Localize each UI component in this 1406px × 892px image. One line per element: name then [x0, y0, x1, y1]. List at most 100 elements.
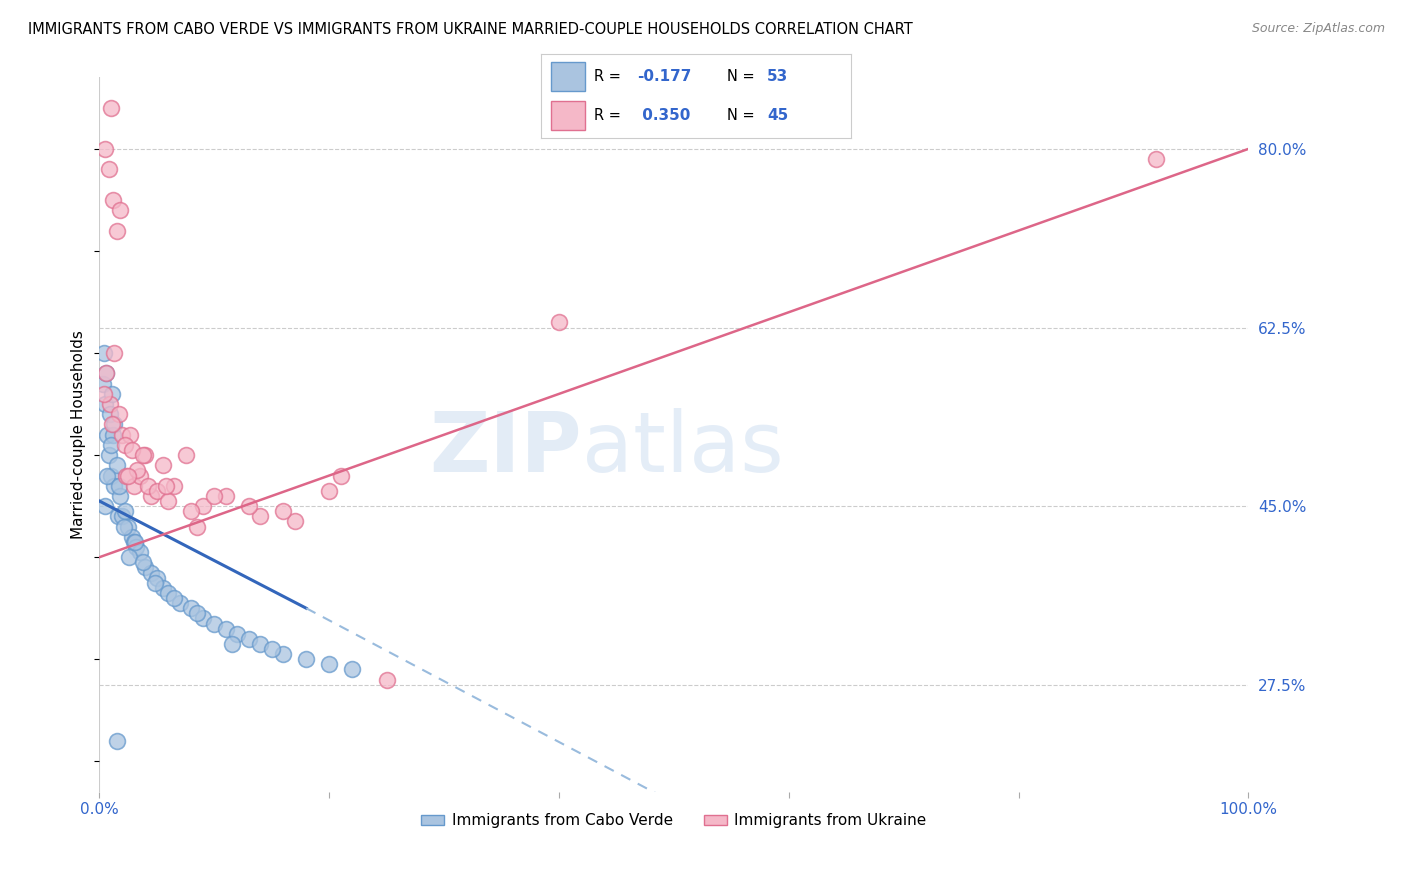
Text: -0.177: -0.177: [637, 69, 692, 84]
Point: [100, 438, 122, 452]
Text: ZIP: ZIP: [429, 409, 582, 490]
Point: [342, 663, 364, 677]
Point: [114, 438, 136, 452]
Point: [226, 626, 249, 640]
Text: 0.350: 0.350: [637, 108, 690, 123]
Point: [136, 479, 159, 493]
Bar: [551, 101, 585, 130]
Point: [125, 540, 148, 554]
Text: R =: R =: [593, 69, 626, 84]
Point: [103, 479, 125, 493]
Point: [103, 193, 125, 207]
Point: [98, 397, 121, 411]
Point: [91, 376, 114, 391]
Text: R =: R =: [593, 108, 626, 123]
Point: [94, 499, 117, 513]
Point: [152, 581, 174, 595]
Y-axis label: Married-couple Households: Married-couple Households: [72, 330, 86, 539]
Point: [260, 642, 283, 657]
Point: [139, 489, 162, 503]
Point: [238, 499, 260, 513]
Point: [124, 534, 146, 549]
Point: [114, 504, 136, 518]
Point: [134, 560, 156, 574]
Point: [103, 346, 125, 360]
Point: [174, 448, 197, 462]
Point: [96, 427, 118, 442]
Point: [105, 734, 128, 748]
Point: [139, 566, 162, 580]
Point: [103, 427, 125, 442]
Point: [132, 555, 155, 569]
Point: [180, 504, 202, 518]
Point: [375, 673, 398, 687]
Point: [108, 407, 131, 421]
Text: IMMIGRANTS FROM CABO VERDE VS IMMIGRANTS FROM UKRAINE MARRIED-COUPLE HOUSEHOLDS : IMMIGRANTS FROM CABO VERDE VS IMMIGRANTS…: [28, 22, 912, 37]
Point: [118, 550, 141, 565]
Point: [103, 417, 125, 432]
Point: [318, 483, 340, 498]
Point: [202, 489, 225, 503]
Text: 53: 53: [768, 69, 789, 84]
Point: [191, 499, 214, 513]
Point: [548, 315, 571, 329]
Point: [186, 607, 208, 621]
Point: [215, 489, 238, 503]
Point: [97, 448, 120, 462]
Point: [93, 387, 115, 401]
Point: [96, 468, 118, 483]
Point: [120, 427, 142, 442]
Point: [108, 479, 131, 493]
Point: [108, 203, 131, 218]
Point: [180, 601, 202, 615]
Point: [295, 652, 318, 666]
Point: [101, 387, 124, 401]
Point: [134, 448, 156, 462]
Point: [186, 519, 208, 533]
Point: [121, 530, 143, 544]
Point: [221, 637, 243, 651]
Point: [152, 458, 174, 473]
Point: [157, 494, 180, 508]
Point: [100, 468, 122, 483]
Point: [318, 657, 340, 672]
Point: [93, 346, 115, 360]
Point: [191, 611, 214, 625]
Point: [157, 586, 180, 600]
Point: [115, 468, 138, 483]
Point: [249, 509, 271, 524]
Point: [105, 458, 128, 473]
Point: [111, 509, 134, 524]
Point: [112, 519, 135, 533]
Bar: [551, 62, 585, 91]
Point: [105, 223, 128, 237]
Legend: Immigrants from Cabo Verde, Immigrants from Ukraine: Immigrants from Cabo Verde, Immigrants f…: [415, 807, 932, 834]
Point: [128, 468, 150, 483]
Point: [128, 545, 150, 559]
Point: [98, 407, 121, 421]
Point: [122, 479, 145, 493]
Point: [284, 515, 307, 529]
Point: [97, 162, 120, 177]
Point: [146, 483, 169, 498]
Point: [271, 504, 294, 518]
Point: [249, 637, 271, 651]
Point: [155, 479, 177, 493]
Point: [94, 397, 117, 411]
Point: [1146, 152, 1168, 166]
Point: [117, 519, 139, 533]
Text: Source: ZipAtlas.com: Source: ZipAtlas.com: [1251, 22, 1385, 36]
Point: [101, 417, 124, 432]
Point: [121, 442, 143, 457]
Point: [127, 463, 149, 477]
Point: [146, 571, 169, 585]
Point: [111, 427, 134, 442]
Point: [238, 632, 260, 646]
Point: [163, 591, 186, 605]
Point: [107, 509, 129, 524]
Point: [132, 448, 155, 462]
Point: [96, 367, 118, 381]
Point: [169, 596, 191, 610]
Point: [108, 489, 131, 503]
Point: [163, 479, 186, 493]
